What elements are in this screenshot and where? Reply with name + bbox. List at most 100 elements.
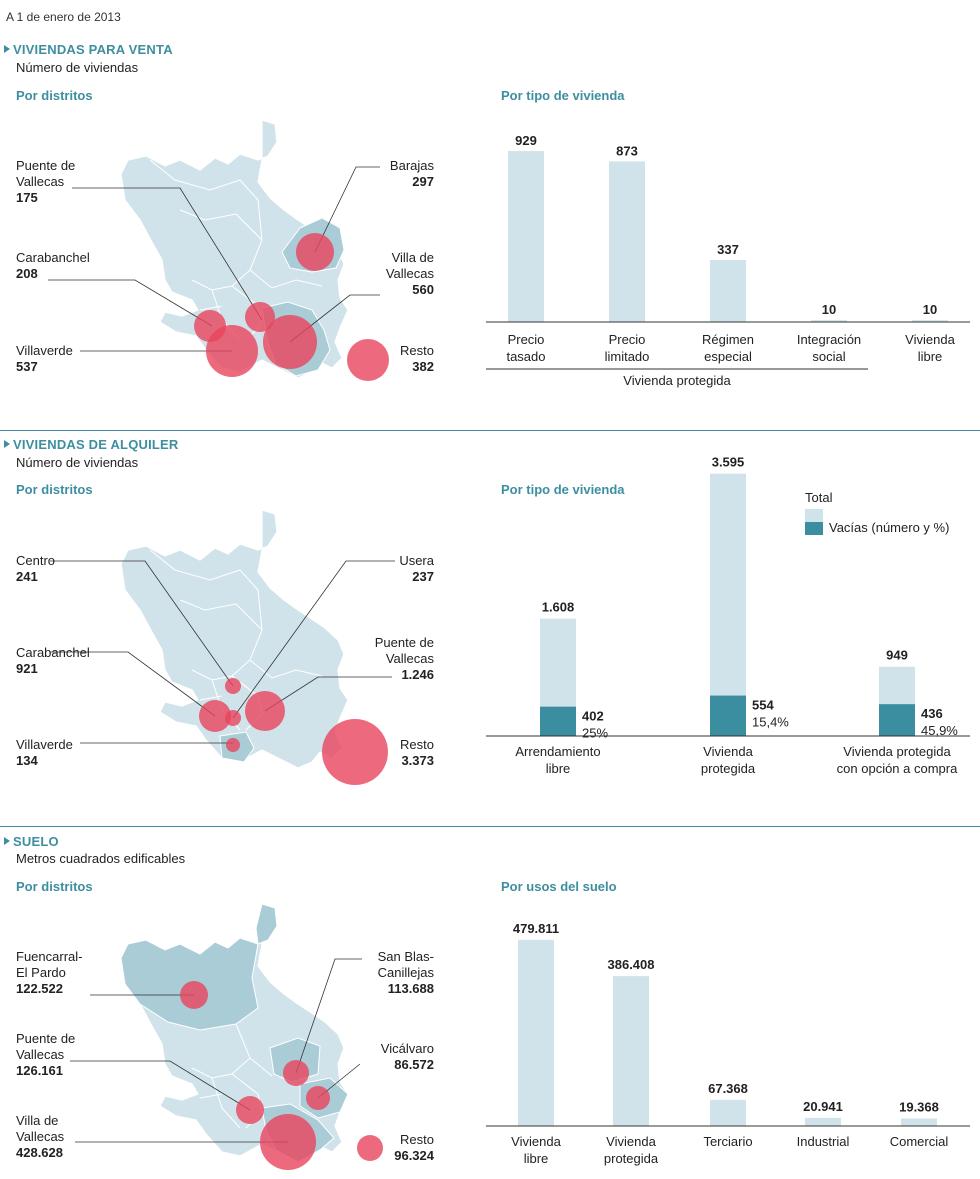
- bar: [508, 151, 544, 322]
- district-label-centro: Centro 241: [16, 553, 56, 584]
- section-title-text: VIVIENDAS DE ALQUILER: [13, 437, 179, 452]
- category-label: Vivienda protegida: [604, 1134, 659, 1166]
- district-label-villa-vallecas: Villa de Vallecas 560: [385, 250, 434, 297]
- section-subtitle: Número de viviendas: [16, 60, 139, 75]
- bar-vacias-pct: 25%: [582, 726, 608, 741]
- bubble-villaverde: [226, 738, 240, 752]
- leader-lines: [70, 958, 362, 1143]
- triangle-icon: [4, 45, 10, 53]
- bubble-carabanchel: [199, 700, 231, 732]
- bubble-puente-de-vallecas: [245, 691, 285, 731]
- legend-vacias-swatch: [805, 522, 823, 535]
- bar-value-label: 386.408: [608, 957, 655, 972]
- category-label: Industrial: [797, 1134, 850, 1149]
- bubble-puente-de-vallecas: [236, 1096, 264, 1124]
- legend-vacias-label: Vacías (número y %): [829, 520, 950, 535]
- district-label-villaverde: Villaverde 537: [16, 343, 73, 374]
- bar-total-label: 949: [886, 648, 908, 663]
- district-map-venta: [48, 119, 389, 381]
- bar-value-label: 20.941: [803, 1099, 843, 1114]
- bar-value-label: 10: [923, 302, 937, 317]
- district-label-puente-vallecas: Puente de Vallecas 175: [16, 158, 76, 205]
- bar: [811, 320, 847, 322]
- category-label: Vivienda protegida: [701, 744, 756, 776]
- bar-vacias: [710, 695, 746, 736]
- category-label: Precio limitado: [605, 332, 650, 364]
- category-label: Vivienda libre: [511, 1134, 561, 1166]
- district-label-puente-vallecas: Puente de Vallecas 126.161: [16, 1031, 76, 1078]
- bar-total-label: 3.595: [712, 455, 745, 470]
- chart-legend: Total Vacías (número y %): [805, 490, 949, 537]
- district-label-resto: Resto 382: [400, 343, 434, 374]
- district-label-vicalvaro: Vicálvaro 86.572: [380, 1041, 434, 1072]
- category-label: Régimen especial: [702, 332, 754, 364]
- district-label-resto: Resto 96.324: [394, 1132, 434, 1163]
- section-subtitle: Número de viviendas: [16, 455, 139, 470]
- bubble-usera: [225, 710, 241, 726]
- bar-vacias-pct: 15,4%: [752, 715, 789, 730]
- bubble-fuencarral-el-pardo: [180, 981, 208, 1009]
- bar-value-label: 10: [822, 302, 836, 317]
- bar-vacias: [879, 704, 915, 736]
- bar-total: [710, 473, 746, 736]
- district-bubbles: [180, 981, 383, 1170]
- bar-value-label: 479.811: [513, 921, 559, 936]
- district-label-puente-vallecas: Puente de Vallecas 1.246: [374, 635, 434, 682]
- section-title-alquiler: VIVIENDAS DE ALQUILER: [4, 437, 179, 452]
- bar-value-label: 873: [616, 143, 638, 158]
- bar-chart-alquiler: 1.608 402 25% Arrendamiento libre 3.595 554 15,…: [486, 455, 970, 776]
- madrid-map-shape: [120, 509, 349, 769]
- bars-heading: Por usos del suelo: [501, 879, 617, 894]
- map-heading: Por distritos: [16, 482, 93, 497]
- category-label: Arrendamiento libre: [515, 744, 600, 776]
- bar-vacias-pct: 45,9%: [921, 723, 958, 738]
- category-label: Terciario: [703, 1134, 752, 1149]
- bar-value-label: 67.368: [708, 1081, 748, 1096]
- district-bubbles: [199, 678, 388, 785]
- bar-value-label: 19.368: [899, 1099, 939, 1114]
- district-label-usera: Usera 237: [399, 553, 434, 584]
- category-label: Precio tasado: [506, 332, 545, 364]
- district-label-carabanchel: Carabanchel 208: [16, 250, 90, 281]
- bar: [901, 1118, 937, 1126]
- section-subtitle: Metros cuadrados edificables: [16, 851, 186, 866]
- district-bubbles: [194, 233, 389, 381]
- bar-chart-venta: 929 Precio tasado 873 Precio limitado 337 Régim…: [486, 133, 970, 388]
- bar: [710, 1099, 746, 1126]
- bubble-villa-de-vallecas: [263, 315, 317, 369]
- category-label: Integración social: [797, 332, 861, 364]
- bar-vacias-label: 402: [582, 709, 604, 724]
- section-title-venta: VIVIENDAS PARA VENTA: [4, 42, 173, 57]
- category-label: Comercial: [890, 1134, 949, 1149]
- triangle-icon: [4, 837, 10, 845]
- bubble-resto: [357, 1135, 383, 1161]
- bubble-barajas: [296, 233, 334, 271]
- date-label: A 1 de enero de 2013: [6, 10, 121, 24]
- bar-vacias: [540, 706, 576, 736]
- bubble-villa-de-vallecas: [260, 1114, 316, 1170]
- bar: [609, 161, 645, 322]
- triangle-icon: [4, 440, 10, 448]
- leader-lines: [50, 560, 395, 744]
- bar-vacias-label: 436: [921, 706, 943, 721]
- section-divider: [0, 826, 980, 827]
- bubble-resto: [347, 339, 389, 381]
- bubble-resto: [322, 719, 388, 785]
- bars-heading: Por tipo de vivienda: [501, 482, 625, 497]
- district-label-barajas: Barajas 297: [389, 158, 434, 189]
- bubble-villaverde: [206, 325, 258, 377]
- district-map-alquiler: [50, 509, 395, 785]
- section-title-text: VIVIENDAS PARA VENTA: [13, 42, 173, 57]
- district-label-carabanchel: Carabanchel 921: [16, 645, 90, 676]
- bar-value-label: 337: [717, 242, 739, 257]
- bars-heading: Por tipo de vivienda: [501, 88, 625, 103]
- district-label-villa-vallecas: Villa de Vallecas 428.628: [16, 1113, 65, 1160]
- bar-chart-suelo: 479.811 Vivienda libre 386.408 Vivienda prote…: [486, 921, 970, 1166]
- bubble-centro: [225, 678, 241, 694]
- district-label-san-blas: San Blas- Canillejas 113.688: [377, 949, 434, 996]
- bubble-puente-de-vallecas: [245, 302, 275, 332]
- map-heading: Por distritos: [16, 879, 93, 894]
- bar-value-label: 929: [515, 133, 537, 148]
- bubble-san-blas-canillejas: [283, 1060, 309, 1086]
- district-label-fuencarral: Fuencarral- El Pardo 122.522: [16, 949, 83, 996]
